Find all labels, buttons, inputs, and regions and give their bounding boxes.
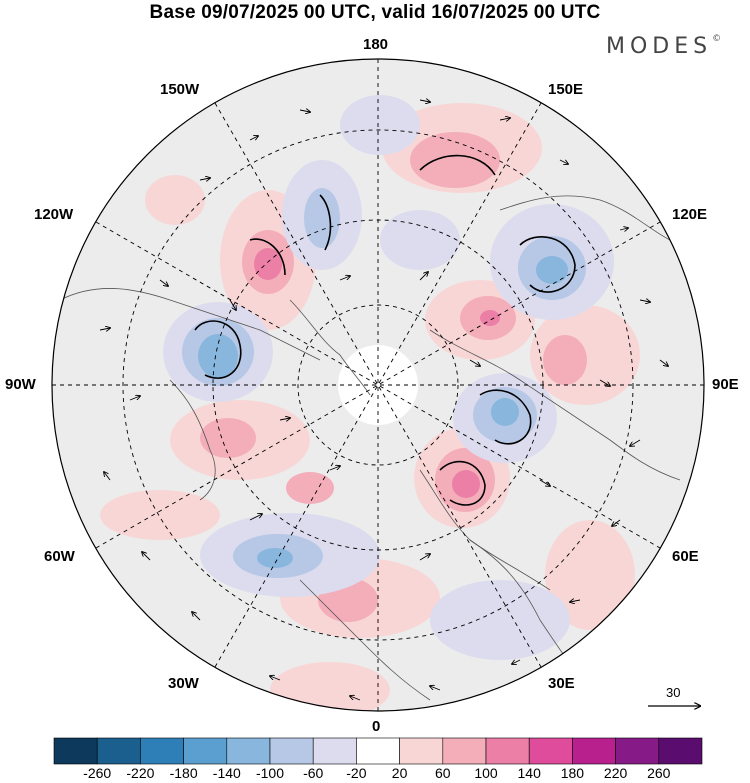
brand-name: MODES <box>606 34 713 59</box>
colorbar-swatch <box>269 737 314 765</box>
colorbar-tick-label: -100 <box>255 765 285 781</box>
lon-label-180: 180 <box>363 36 389 53</box>
colorbar-swatch <box>442 737 487 765</box>
anomaly-fields <box>100 95 640 711</box>
colorbar-swatch <box>140 737 184 765</box>
wind-vectors <box>99 100 668 701</box>
lon-label-0: 0 <box>372 718 381 735</box>
lon-label-90e: 90E <box>712 376 739 393</box>
colorbar-swatch <box>226 737 271 765</box>
colorbar-tick-label: 260 <box>647 765 671 781</box>
lon-label-90w: 90W <box>5 376 36 393</box>
coastlines <box>59 195 681 701</box>
colorbar-tick-label: 220 <box>603 765 628 781</box>
lon-label-30e: 30E <box>548 675 575 692</box>
colorbar-tick-label: 20 <box>391 765 408 781</box>
map-title: Base 09/07/2025 00 UTC, valid 16/07/2025… <box>149 2 601 23</box>
colorbar-tick-label: -20 <box>346 765 367 781</box>
colorbar-swatch <box>658 737 703 765</box>
colorbar-swatch <box>572 737 616 765</box>
colorbar-tick-label: 180 <box>560 765 585 781</box>
colorbar-tick-label: -220 <box>126 765 155 781</box>
colorbar-tick-label: 60 <box>435 765 451 781</box>
colorbar-swatch <box>356 737 400 765</box>
colorbar-tick-label: -180 <box>169 765 198 781</box>
colorbar-swatch <box>528 737 573 765</box>
lon-label-120w: 120W <box>34 206 74 223</box>
colorbar-swatch <box>183 737 228 765</box>
lon-label-150w: 150W <box>160 81 200 98</box>
contours <box>194 154 576 506</box>
colorbar-swatch <box>53 737 98 765</box>
copyright-mark: © <box>712 34 722 44</box>
reference-vector-label: 30 <box>666 685 681 700</box>
graticule <box>52 59 704 711</box>
colorbar-tick-label: 140 <box>517 765 541 781</box>
colorbar-tick-label: -260 <box>83 765 112 781</box>
colorbar-swatch <box>615 737 660 765</box>
map-rim <box>51 58 705 712</box>
lon-label-30w: 30W <box>168 675 199 692</box>
colorbar-tick-label: 100 <box>474 765 498 781</box>
lon-label-150e: 150E <box>548 81 584 98</box>
colorbar <box>53 737 703 765</box>
colorbar-swatch <box>312 737 357 765</box>
lon-label-60w: 60W <box>44 548 75 565</box>
lon-label-120e: 120E <box>672 206 708 223</box>
lon-label-60e: 60E <box>672 548 699 565</box>
colorbar-swatch <box>399 737 444 765</box>
colorbar-tick-label: -140 <box>212 765 241 781</box>
modes-logo: MODES© <box>606 34 721 59</box>
colorbar-swatch <box>485 737 530 765</box>
colorbar-tick-label: -60 <box>303 765 324 781</box>
colorbar-swatch <box>96 737 141 765</box>
